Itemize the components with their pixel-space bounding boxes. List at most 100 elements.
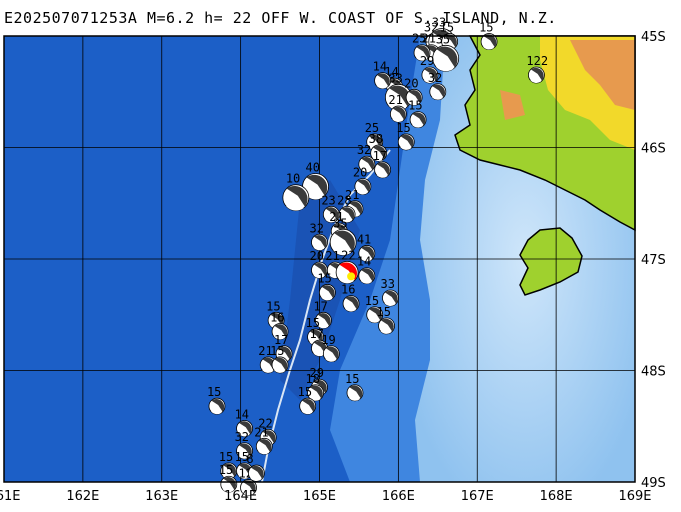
event-beachball-icon bbox=[342, 295, 360, 313]
event-beachball-icon bbox=[329, 228, 357, 256]
event-beachball-icon bbox=[240, 479, 257, 496]
event-depth-label: 35 bbox=[333, 216, 347, 230]
mountain bbox=[570, 40, 635, 110]
event-beachball-icon bbox=[282, 184, 310, 212]
event-depth-label: 19 bbox=[321, 333, 335, 347]
map-title: E202507071253A M=6.2 h= 22 OFF W. COAST … bbox=[4, 9, 557, 27]
event-beachball-icon bbox=[346, 384, 364, 402]
event-depth-label: 21 bbox=[422, 32, 436, 46]
map-frame bbox=[3, 35, 636, 483]
event-depth-label: 21 bbox=[345, 188, 359, 202]
longitude-label: 164E bbox=[224, 489, 257, 504]
event-depth-label: 33 bbox=[432, 16, 446, 30]
event-depth-label: 21 bbox=[388, 93, 402, 107]
event-depth-label: 15 bbox=[298, 385, 312, 399]
event-depth-label: 32 bbox=[428, 71, 442, 85]
event-depth-label: 16 bbox=[270, 310, 284, 324]
event-depth-label: 17 bbox=[313, 299, 327, 313]
latitude-label: 47S bbox=[641, 253, 666, 268]
event-beachball-icon bbox=[405, 88, 423, 106]
event-depth-label: 15 bbox=[479, 21, 493, 35]
event-depth-label: 14 bbox=[373, 60, 387, 74]
event-beachball-icon bbox=[311, 261, 328, 279]
longitude-label: 169E bbox=[618, 489, 651, 504]
event-depth-label: 17 bbox=[310, 327, 324, 341]
event-beachball-icon bbox=[374, 72, 392, 89]
event-beachball-icon bbox=[480, 33, 498, 50]
event-depth-label: 10 bbox=[286, 172, 300, 186]
event-beachball-icon bbox=[247, 464, 265, 482]
event-beachball-icon bbox=[366, 306, 384, 324]
event-depth-label: 29 bbox=[310, 366, 324, 380]
event-depth-label: 25 bbox=[365, 121, 379, 135]
event-depth-label: 15 bbox=[306, 316, 320, 330]
latitude-label: 45S bbox=[641, 30, 666, 45]
event-depth-label: 32 bbox=[357, 143, 371, 157]
longitude-label: 161E bbox=[0, 489, 21, 504]
event-depth-label: 21 bbox=[325, 249, 339, 263]
event-beachball-icon bbox=[236, 442, 253, 460]
event-depth-label: 15 bbox=[317, 271, 331, 285]
event-depth-label: 35 bbox=[436, 32, 450, 46]
event-depth-label: 28 bbox=[337, 193, 351, 207]
latitude-label: 48S bbox=[641, 365, 666, 380]
event-depth-label: 15 bbox=[207, 385, 221, 399]
event-depth-label: 20 bbox=[404, 76, 418, 90]
event-depth-label: 20 bbox=[353, 166, 367, 180]
event-depth-label: 15 bbox=[396, 121, 410, 135]
latitude-label: 49S bbox=[641, 476, 666, 491]
event-beachball-icon bbox=[322, 205, 340, 223]
event-depth-label: 21 bbox=[329, 210, 343, 224]
event-depth-label: 15 bbox=[219, 450, 233, 464]
event-depth-label: 25 bbox=[412, 32, 426, 46]
event-beachball-icon bbox=[208, 397, 226, 415]
event-beachball-icon bbox=[413, 44, 431, 62]
event-beachball-icon bbox=[378, 317, 395, 335]
event-beachball-icon bbox=[338, 205, 356, 223]
latitude-label: 46S bbox=[641, 142, 666, 157]
event-depth-label: 8 bbox=[246, 452, 253, 466]
event-beachball-icon bbox=[370, 144, 388, 162]
event-beachball-icon bbox=[302, 173, 329, 200]
event-beachball-icon bbox=[358, 267, 376, 285]
longitude-label: 168E bbox=[540, 489, 573, 504]
event-depth-label: 33 bbox=[380, 277, 394, 291]
longitude-label: 166E bbox=[382, 489, 415, 504]
event-beachball-icon bbox=[311, 233, 328, 251]
event-beachball-icon bbox=[299, 397, 317, 415]
event-depth-label: 33 bbox=[388, 71, 402, 85]
event-depth-label: 14 bbox=[357, 255, 371, 269]
axes-layer: 161E 162E 163E 164E 165E 166E 167E 168E 169E 45S 4… bbox=[0, 30, 666, 504]
event-depth-label: 15 bbox=[235, 450, 249, 464]
event-beachball-icon bbox=[397, 133, 415, 151]
event-depth-label: 21 bbox=[258, 344, 272, 358]
stewart-island-land bbox=[519, 227, 583, 296]
event-depth-label: 15 bbox=[440, 21, 454, 35]
event-depth-label: 14 bbox=[235, 407, 249, 421]
event-depth-label: 32 bbox=[235, 430, 249, 444]
mainshock-depth-label: 22 bbox=[341, 248, 355, 262]
event-depth-label: 20 bbox=[310, 249, 324, 263]
longitude-label: 165E bbox=[303, 489, 336, 504]
event-beachball-icon bbox=[220, 475, 238, 493]
event-depth-label: 18 bbox=[306, 372, 320, 386]
event-depth-label: 41 bbox=[357, 232, 371, 246]
event-depth-label: 32 bbox=[310, 221, 324, 235]
event-beachball-icon bbox=[358, 245, 376, 262]
event-depth-label: 38 bbox=[369, 132, 383, 146]
event-depth-label: 16 bbox=[341, 283, 355, 297]
event-beachball-icon bbox=[409, 111, 427, 129]
event-depth-label: 15 bbox=[365, 294, 379, 308]
event-beachball-icon bbox=[271, 323, 289, 340]
event-beachball-icon bbox=[432, 44, 460, 72]
graticule bbox=[4, 36, 635, 482]
event-depth-label: 15 bbox=[270, 344, 284, 358]
event-beachball-icon bbox=[236, 420, 253, 437]
event-depth-label: 15 bbox=[377, 305, 391, 319]
event-depth-label: 122 bbox=[526, 54, 548, 68]
event-beachball-icon bbox=[358, 155, 376, 173]
event-depth-label: 15 bbox=[408, 99, 422, 113]
event-beachball-icon bbox=[354, 178, 372, 195]
